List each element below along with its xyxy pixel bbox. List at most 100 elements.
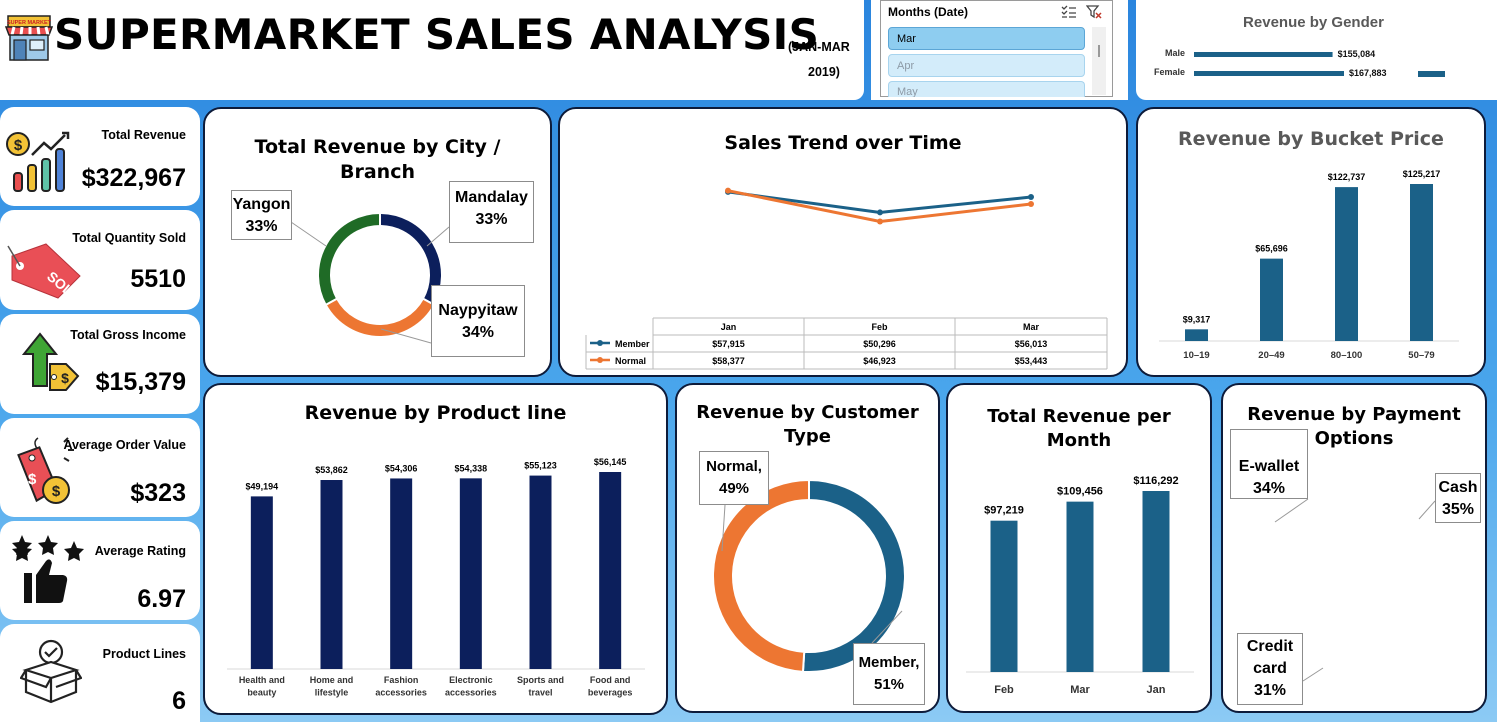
slice-pct: 34%	[1252, 480, 1286, 497]
gender-chart-title: Revenue by Gender	[1243, 14, 1384, 31]
title-line: Branch	[340, 161, 415, 183]
kpi-gross-income: $ Total Gross Income $15,379	[0, 314, 200, 414]
month-category-label: Feb	[994, 684, 1014, 696]
callout-mandalay: Mandalay 33%	[449, 181, 534, 243]
product-category-label: Fashion	[384, 675, 419, 685]
slice-pct: 35%	[1441, 501, 1475, 518]
bucket-chart-card: Revenue by Bucket Price $9,317 10–19 $65,6…	[1136, 107, 1486, 377]
product-chart-title: Revenue by Product line	[304, 402, 567, 424]
legend-series-name: Member	[615, 339, 650, 349]
header-panel: SUPER MARKET SUPERMARKET SALES ANALYSIS …	[0, 0, 864, 100]
leader-line	[871, 610, 903, 644]
slice-name: E-wallet	[1238, 458, 1300, 475]
city-donut-slice	[324, 297, 436, 338]
bucket-bar-chart: $9,317 10–19 $65,696 20–49 $122,737 80–100 $12…	[1159, 169, 1459, 361]
legend-key-marker	[597, 340, 603, 346]
svg-text:SUPER MARKET: SUPER MARKET	[7, 20, 52, 26]
kpi-value: $323	[130, 479, 186, 507]
callout-naypyitaw: Naypyitaw 34%	[431, 285, 525, 357]
slice-pct: 33%	[475, 211, 508, 228]
callout-member: Member, 51%	[853, 643, 925, 705]
city-chart-card: Total Revenue by City / Branch Yangon 33%…	[203, 107, 552, 377]
gender-value-label: $167,883	[1349, 68, 1387, 78]
table-value-cell: $53,443	[1015, 356, 1048, 366]
gender-value-label: $155,084	[1338, 49, 1376, 59]
slice-name: Yangon	[232, 196, 291, 213]
table-value-cell: $50,296	[863, 339, 896, 349]
kpi-average-rating: Average Rating 6.97	[0, 521, 200, 620]
kpi-value: 6.97	[137, 585, 186, 613]
slice-pct: 31%	[1253, 682, 1287, 699]
kpi-value: 6	[172, 687, 186, 715]
slice-pct: 51%	[873, 676, 905, 693]
leader-line	[380, 328, 432, 344]
leader-line	[721, 504, 726, 552]
title-line: Type	[784, 426, 831, 447]
month-bar	[1142, 491, 1170, 672]
leader-line	[290, 221, 327, 247]
customer-donut-chart	[711, 478, 906, 673]
table-value-cell: $46,923	[863, 356, 896, 366]
bucket-bar	[1185, 329, 1208, 341]
product-value-label: $55,123	[524, 461, 557, 471]
slicer-item-label: May	[897, 86, 918, 97]
slice-name: card	[1253, 660, 1287, 677]
product-category-label: Health and	[239, 675, 285, 685]
kpi-label: Product Lines	[102, 647, 186, 661]
kpi-label: Average Rating	[94, 544, 186, 558]
kpi-label: Total Gross Income	[70, 328, 186, 342]
slicer-scrollbar[interactable]	[1092, 27, 1106, 95]
product-bar	[459, 478, 482, 669]
product-chart-card: Revenue by Product line $49,194 Health an…	[203, 383, 668, 715]
bucket-category-label: 50–79	[1408, 350, 1434, 361]
bucket-category-label: 20–49	[1258, 350, 1284, 361]
slicer-item-mar[interactable]: Mar	[888, 27, 1085, 50]
trend-chart-card: Sales Trend over Time Jan Feb Mar Member $57…	[558, 107, 1128, 377]
gender-panel: Revenue by Gender Male $155,084 Female $167…	[1136, 0, 1497, 100]
multi-select-icon[interactable]	[1061, 5, 1077, 19]
gender-bar-chart: Male $155,084 Female $167,883	[1154, 48, 1445, 78]
product-category-label: Sports and	[517, 675, 564, 685]
clear-filter-icon[interactable]	[1086, 5, 1102, 19]
product-bar	[599, 472, 622, 669]
title-line: Total Revenue by City /	[254, 136, 501, 158]
dashboard-title: SUPERMARKET SALES ANALYSIS	[54, 10, 820, 59]
product-category-label: beverages	[588, 688, 633, 698]
months-slicer: Months (Date) Mar Apr May	[880, 0, 1113, 97]
payment-pie-slice	[1255, 479, 1355, 632]
slicer-item-apr[interactable]: Apr	[888, 54, 1085, 77]
trend-series-line	[727, 189, 1032, 224]
slicer-item-may[interactable]: May	[888, 81, 1085, 97]
bucket-bar	[1410, 184, 1433, 341]
customer-chart-title: Revenue by Customer Type	[677, 401, 938, 449]
product-bar	[390, 478, 413, 669]
product-bar	[529, 475, 552, 669]
slice-name: Member,	[858, 654, 920, 671]
bucket-category-label: 80–100	[1331, 350, 1363, 361]
trend-point	[877, 209, 883, 216]
month-category-label: Mar	[1070, 684, 1090, 696]
svg-text:$: $	[14, 137, 23, 154]
title-line: Revenue by Customer	[696, 402, 919, 423]
scrollbar-thumb[interactable]	[1098, 45, 1100, 57]
callout-normal: Normal, 49%	[699, 451, 769, 505]
slice-name: Credit	[1246, 638, 1294, 655]
kpi-label: Total Revenue	[101, 128, 186, 142]
slicer-item-label: Mar	[897, 33, 916, 45]
month-bar-chart: $97,219 Feb $109,456 Mar $116,292 Jan	[966, 475, 1194, 696]
bucket-bar	[1260, 258, 1283, 341]
city-chart-title: Total Revenue by City / Branch	[205, 135, 550, 185]
slice-name: Mandalay	[455, 189, 528, 206]
trend-chart-title: Sales Trend over Time	[724, 132, 962, 154]
income-arrow-icon: $	[22, 332, 80, 391]
stars-thumb-icon	[12, 535, 84, 603]
kpi-value: $15,379	[95, 368, 186, 396]
kpi-label: Average Order Value	[63, 438, 186, 452]
product-bar-chart: $49,194 Health and beauty $53,862 Home and li…	[227, 457, 645, 698]
product-value-label: $49,194	[246, 481, 279, 491]
leader-line	[426, 226, 450, 247]
leader-line	[1274, 498, 1309, 523]
slice-pct: 33%	[245, 218, 278, 235]
payment-chart-card: Revenue by Payment Options E-wallet 34% C…	[1221, 383, 1487, 713]
gender-bar	[1194, 71, 1344, 76]
